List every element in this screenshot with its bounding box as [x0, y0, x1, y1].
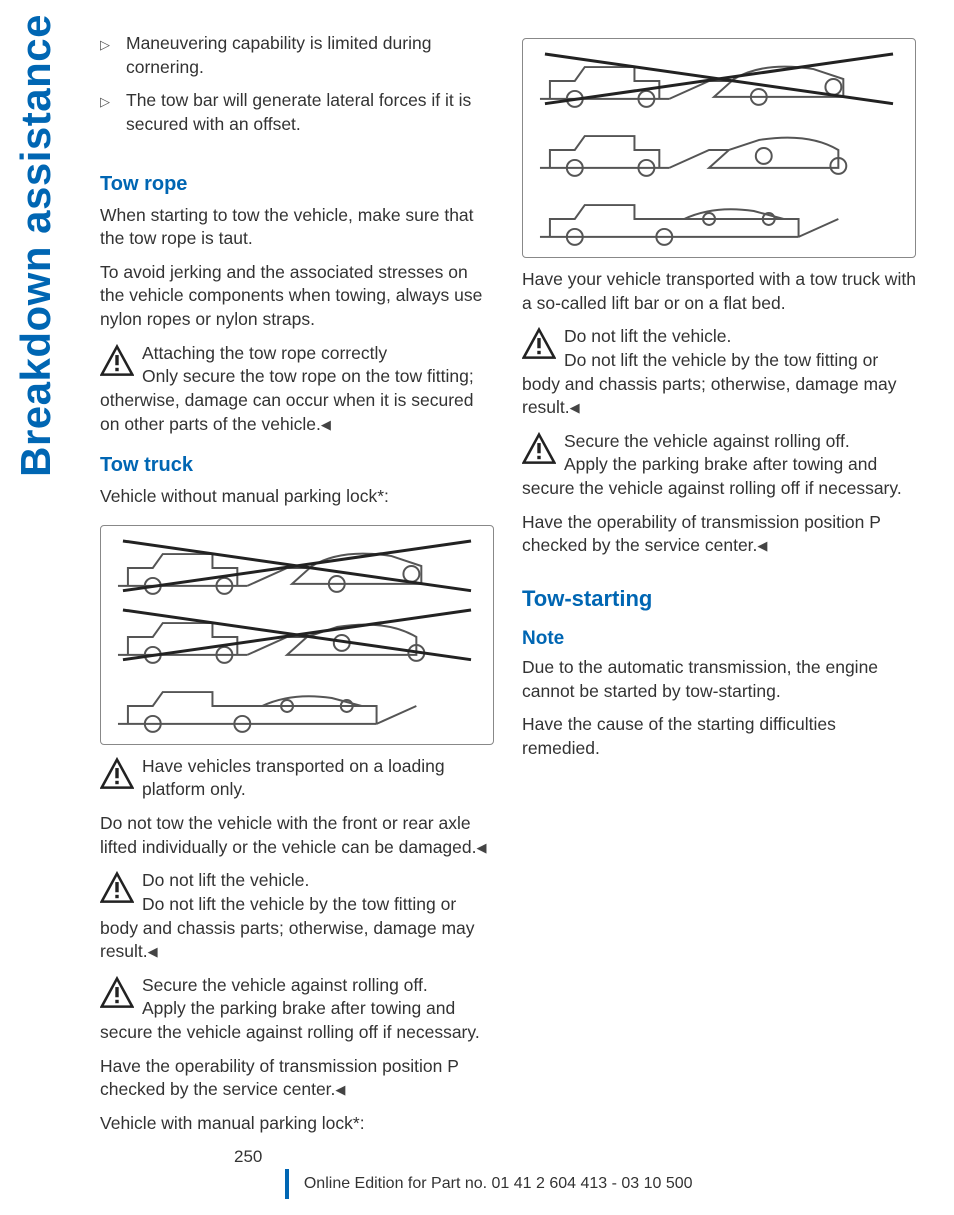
diagram-row: [535, 49, 903, 109]
warning-body: Apply the parking brake after towing and…: [100, 998, 480, 1042]
paragraph: Have the operability of transmission pos…: [100, 1055, 494, 1102]
flatbed-truck-icon: [535, 187, 903, 247]
warning-title: Secure the vehicle against rolling off.: [564, 431, 850, 451]
warning-body: Only secure the tow rope on the tow fitt…: [100, 366, 474, 433]
warning-icon: [522, 432, 556, 466]
warning-title: Secure the vehicle against rolling off.: [142, 975, 428, 995]
footer-bar-icon: [285, 1169, 289, 1199]
warning-block: Do not lift the vehicle. Do not lift the…: [100, 869, 494, 964]
paragraph: Vehicle with manual parking lock*:: [100, 1112, 494, 1136]
triangle-bullet-icon: ▷: [100, 36, 114, 79]
warning-block: Secure the vehicle against rolling off. …: [522, 430, 916, 501]
list-item: ▷ Maneuvering capability is limited duri…: [100, 32, 494, 79]
warning-block: Secure the vehicle against rolling off. …: [100, 974, 494, 1045]
towing-diagram-right: [522, 38, 916, 258]
warning-icon: [100, 757, 134, 791]
truck-towing-front-lift-icon: [535, 118, 903, 178]
left-column: ▷ Maneuvering capability is limited duri…: [100, 32, 494, 1146]
heading-note: Note: [522, 628, 916, 650]
side-tab: Breakdown assistance: [12, 14, 60, 477]
warning-icon: [100, 976, 134, 1010]
paragraph: Do not tow the vehicle with the front or…: [100, 812, 494, 859]
paragraph-text: Have the operability of transmission pos…: [522, 512, 881, 556]
truck-towing-front-lift-icon: [113, 605, 481, 665]
flatbed-truck-icon: [113, 674, 481, 734]
diagram-row: [535, 187, 903, 247]
paragraph: Vehicle without manual parking lock*:: [100, 485, 494, 509]
paragraph: Have the operability of transmission pos…: [522, 511, 916, 558]
diagram-row: [535, 118, 903, 178]
warning-icon: [522, 327, 556, 361]
end-marker-icon: ◀: [570, 400, 580, 415]
end-marker-icon: ◀: [321, 417, 331, 432]
right-column: Have your vehicle transported with a tow…: [522, 32, 916, 1146]
bullet-list: ▷ Maneuvering capability is limited duri…: [100, 32, 494, 147]
warning-body: Do not tow the vehicle with the front or…: [100, 813, 476, 857]
end-marker-icon: ◀: [757, 538, 767, 553]
warning-body: Apply the parking brake after towing and…: [522, 454, 902, 498]
page-number: 250: [234, 1147, 262, 1167]
warning-title: Do not lift the vehicle.: [142, 870, 309, 890]
paragraph: Due to the automatic transmission, the e…: [522, 656, 916, 703]
heading-tow-starting: Tow-starting: [522, 586, 916, 612]
heading-tow-truck: Tow truck: [100, 454, 494, 477]
paragraph: To avoid jerking and the associated stre…: [100, 261, 494, 332]
warning-title: Attaching the tow rope correctly: [142, 343, 387, 363]
paragraph: Have the cause of the starting difficult…: [522, 713, 916, 760]
bullet-text: Maneuvering capability is limited during…: [126, 32, 494, 79]
heading-tow-rope: Tow rope: [100, 173, 494, 196]
triangle-bullet-icon: ▷: [100, 93, 114, 136]
bullet-text: The tow bar will generate lateral forces…: [126, 89, 494, 136]
warning-block: Have vehicles transported on a loading p…: [100, 755, 494, 802]
warning-title: Have vehicles transported on a loading p…: [142, 756, 445, 800]
truck-towing-rear-lift-icon: [535, 49, 903, 109]
end-marker-icon: ◀: [476, 840, 486, 855]
end-marker-icon: ◀: [335, 1082, 345, 1097]
diagram-row: [113, 674, 481, 734]
page-columns: ▷ Maneuvering capability is limited duri…: [100, 32, 916, 1146]
paragraph-text: Have the operability of transmission pos…: [100, 1056, 459, 1100]
towing-diagram-left: [100, 525, 494, 745]
warning-block: Attaching the tow rope correctly Only se…: [100, 342, 494, 437]
warning-title: Do not lift the vehicle.: [564, 326, 731, 346]
paragraph: When starting to tow the vehicle, make s…: [100, 204, 494, 251]
end-marker-icon: ◀: [148, 944, 158, 959]
diagram-row: [113, 536, 481, 596]
footer: Online Edition for Part no. 01 41 2 604 …: [0, 1169, 954, 1199]
footer-text: Online Edition for Part no. 01 41 2 604 …: [304, 1175, 693, 1192]
diagram-row: [113, 605, 481, 665]
warning-icon: [100, 871, 134, 905]
warning-block: Do not lift the vehicle. Do not lift the…: [522, 325, 916, 420]
list-item: ▷ The tow bar will generate lateral forc…: [100, 89, 494, 136]
warning-icon: [100, 344, 134, 378]
truck-towing-rear-lift-icon: [113, 536, 481, 596]
paragraph: Have your vehicle transported with a tow…: [522, 268, 916, 315]
